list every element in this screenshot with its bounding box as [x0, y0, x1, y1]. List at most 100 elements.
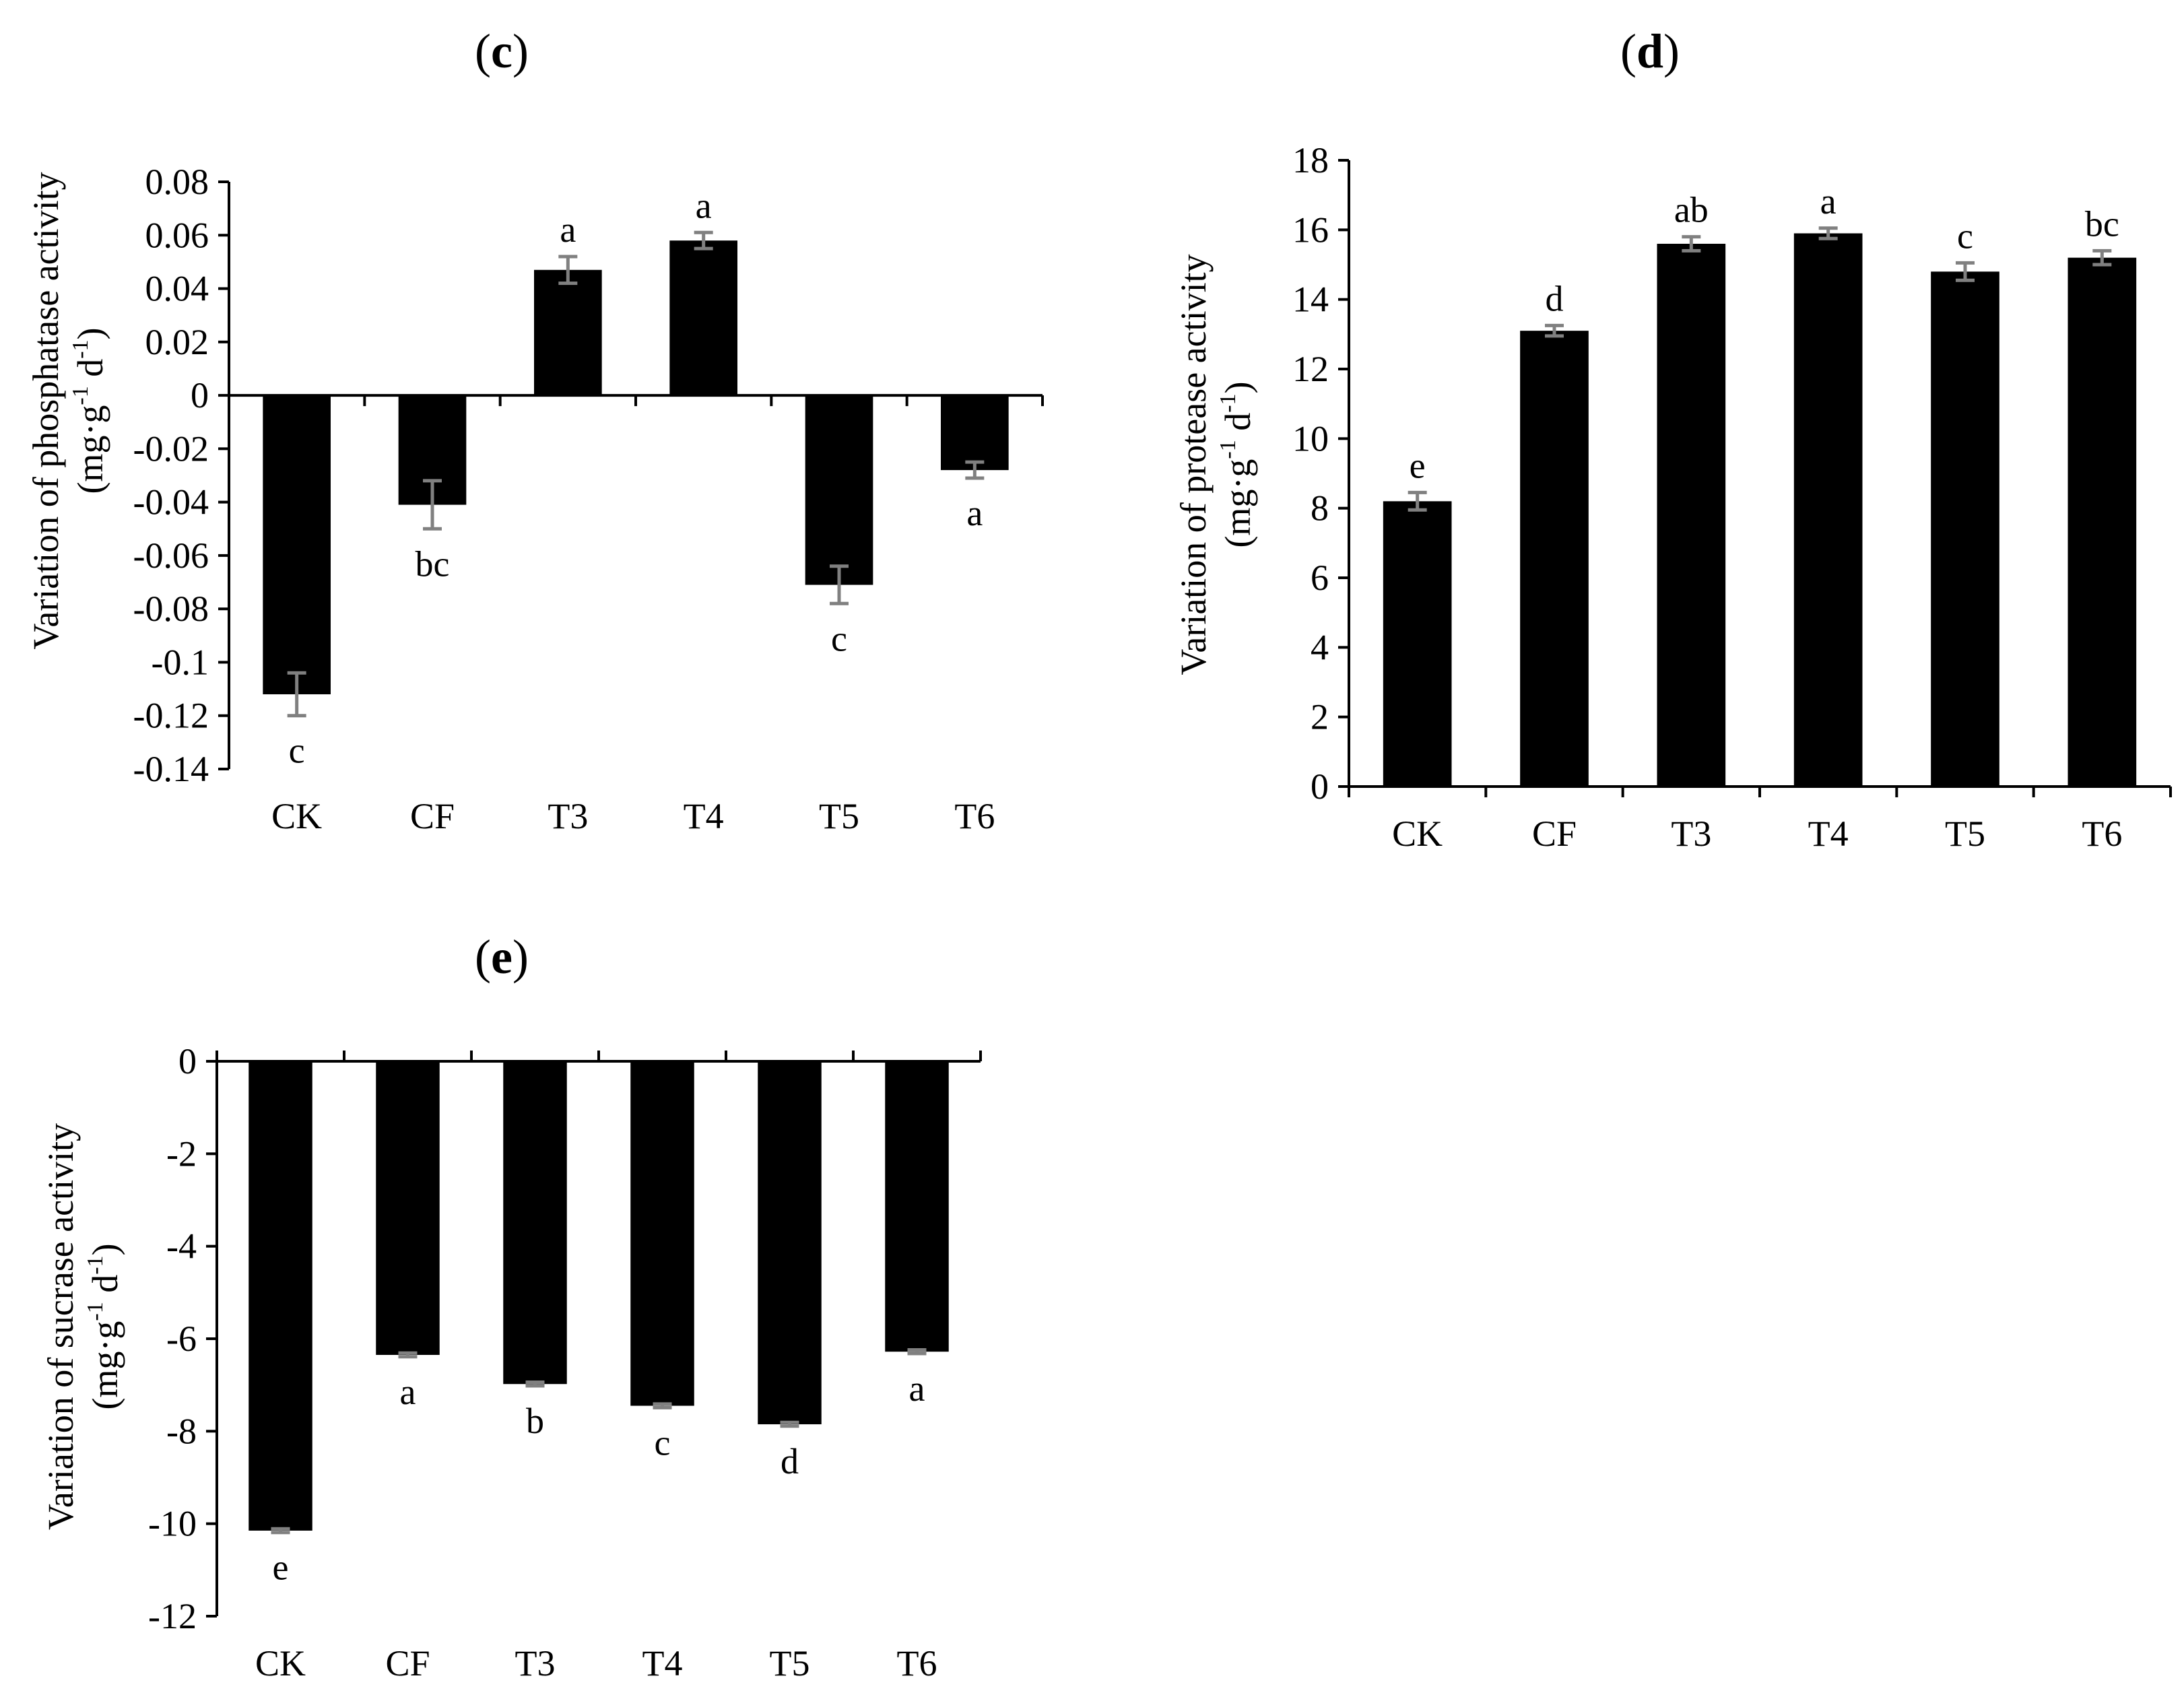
- protease-error-bar-cf: [1545, 323, 1564, 338]
- sucrase-error-bar-ck: [271, 1527, 290, 1535]
- sucrase-significance-t6: a: [909, 1368, 925, 1409]
- sucrase-error-bar-t5: [780, 1420, 799, 1428]
- phosphatase-bar-ck: [263, 395, 331, 695]
- sucrase-category-label-ck: CK: [255, 1643, 306, 1684]
- protease-bar-t3: [1657, 244, 1726, 787]
- sucrase-significance-cf: a: [400, 1372, 416, 1412]
- phosphatase-y-tick-label: -0.1: [152, 642, 209, 682]
- protease-y-tick-label: 16: [1292, 209, 1329, 250]
- sucrase-error-bar-t3: [525, 1380, 545, 1388]
- phosphatase-chart: 0.08 0.06 0.04 0.02 0 -0.02 -0.04 -0.06 -0.08 -0.…: [26, 162, 1044, 836]
- protease-category-label-t4: T4: [1808, 813, 1849, 854]
- phosphatase-significance-cf: bc: [416, 543, 450, 584]
- protease-bar-cf: [1520, 331, 1589, 787]
- phosphatase-y-tick-label: 0.08: [145, 162, 209, 202]
- sucrase-bar-t5: [758, 1061, 822, 1425]
- sucrase-y-tick-label: -12: [148, 1596, 197, 1636]
- protease-significance-t4: a: [1820, 181, 1836, 222]
- sucrase-category-label-t3: T3: [515, 1643, 556, 1684]
- sucrase-significance-t3: b: [526, 1401, 544, 1441]
- phosphatase-bar-t3: [534, 269, 602, 396]
- protease-bar-t5: [1931, 271, 1999, 787]
- phosphatase-bar-t6: [941, 395, 1009, 471]
- sucrase-category-label-t6: T6: [897, 1643, 937, 1684]
- protease-error-bar-t6: [2092, 248, 2112, 267]
- sucrase-significance-t4: c: [655, 1422, 671, 1463]
- protease-y-tick-label: 14: [1292, 279, 1329, 320]
- protease-significance-t3: ab: [1674, 190, 1709, 230]
- sucrase-error-bar-t4: [653, 1402, 672, 1409]
- sucrase-y-axis-unit: (mg·g-1 d-1): [83, 1243, 125, 1409]
- phosphatase-error-bar-t3: [558, 255, 578, 286]
- protease-category-label-ck: CK: [1392, 813, 1443, 854]
- phosphatase-plot-area: 0.08 0.06 0.04 0.02 0 -0.02 -0.04 -0.06 -0.08 -0.…: [133, 162, 1044, 836]
- protease-plot-area: 18 16 14 12 10 8 6 4 2 0 e CK d CF ab T3 a T4 c T5 bc T6: [1292, 140, 2172, 854]
- sucrase-y-tick-label: -2: [166, 1133, 197, 1174]
- sucrase-category-label-cf: CF: [385, 1643, 430, 1684]
- sucrase-y-tick-label: 0: [178, 1041, 197, 1081]
- phosphatase-y-tick-label: 0.04: [145, 269, 209, 309]
- phosphatase-y-tick-label: -0.06: [133, 535, 209, 576]
- sucrase-significance-t5: d: [781, 1441, 799, 1481]
- sucrase-y-axis-label: Variation of sucrase activity: [40, 1123, 81, 1530]
- phosphatase-y-tick-label: 0: [191, 375, 209, 415]
- phosphatase-category-label-ck: CK: [271, 796, 322, 836]
- protease-significance-ck: e: [1410, 445, 1426, 486]
- phosphatase-error-bar-t5: [830, 564, 849, 605]
- phosphatase-y-tick-label: -0.02: [133, 428, 209, 469]
- sucrase-category-label-t5: T5: [770, 1643, 810, 1684]
- protease-category-label-t6: T6: [2082, 813, 2122, 854]
- phosphatase-y-axis-label: Variation of phosphatase activity: [26, 172, 66, 649]
- sucrase-bar-t6: [885, 1061, 949, 1352]
- protease-y-tick-label: 10: [1292, 418, 1329, 459]
- protease-bar-t6: [2067, 257, 2137, 787]
- phosphatase-error-bar-t4: [694, 230, 713, 251]
- protease-y-tick-label: 0: [1311, 766, 1329, 807]
- protease-error-bar-t4: [1818, 226, 1838, 240]
- protease-y-axis-unit: (mg·g-1 d-1): [1216, 381, 1258, 547]
- protease-error-bar-ck: [1408, 490, 1427, 512]
- phosphatase-category-label-t3: T3: [548, 796, 588, 836]
- protease-category-label-cf: CF: [1532, 813, 1577, 854]
- protease-y-axis-label: Variation of protease activity: [1173, 254, 1214, 675]
- phosphatase-error-bar-t6: [965, 460, 985, 480]
- sucrase-significance-ck: e: [273, 1547, 289, 1588]
- phosphatase-category-label-t5: T5: [819, 796, 859, 836]
- panel-title-e: (e): [475, 930, 529, 984]
- phosphatase-y-tick-label: -0.08: [133, 589, 209, 629]
- protease-error-bar-t3: [1682, 235, 1701, 253]
- panel-title-d: (d): [1620, 24, 1680, 78]
- phosphatase-category-label-cf: CF: [410, 796, 455, 836]
- protease-y-tick-label: 18: [1292, 140, 1329, 180]
- protease-y-tick-label: 8: [1311, 488, 1329, 529]
- phosphatase-y-tick-label: -0.12: [133, 696, 209, 736]
- protease-y-tick-label: 6: [1311, 558, 1329, 598]
- phosphatase-y-tick-label: -0.04: [133, 482, 209, 523]
- protease-category-label-t5: T5: [1945, 813, 1985, 854]
- phosphatase-y-tick-label: 0.02: [145, 322, 209, 362]
- sucrase-y-tick-label: -8: [166, 1411, 197, 1451]
- sucrase-bar-t3: [503, 1061, 567, 1385]
- sucrase-chart: 0 -2 -4 -6 -8 -10 -12 e CK a CF b T3 c T4 d T5 a T6 Variat…: [40, 1041, 982, 1684]
- sucrase-y-tick-label: -10: [148, 1504, 197, 1544]
- protease-significance-t6: bc: [2085, 203, 2119, 244]
- phosphatase-y-tick-label: -0.14: [133, 749, 209, 789]
- sucrase-category-label-t4: T4: [642, 1643, 683, 1684]
- sucrase-y-tick-label: -4: [166, 1226, 197, 1267]
- protease-bar-t4: [1793, 233, 1863, 787]
- protease-chart: 18 16 14 12 10 8 6 4 2 0 e CK d CF ab T3 a T4 c T5 bc T6 Vari…: [1173, 140, 2172, 854]
- sucrase-bar-ck: [249, 1061, 312, 1531]
- phosphatase-category-label-t4: T4: [684, 796, 724, 836]
- sucrase-error-bar-t6: [907, 1347, 927, 1356]
- sucrase-bar-t4: [630, 1061, 694, 1406]
- sucrase-y-tick-label: -6: [166, 1319, 197, 1359]
- protease-y-tick-label: 4: [1311, 627, 1329, 667]
- sucrase-bar-cf: [376, 1061, 440, 1356]
- panel-title-c: (c): [475, 24, 529, 78]
- phosphatase-bar-t4: [669, 240, 737, 396]
- protease-y-tick-label: 12: [1292, 349, 1329, 389]
- phosphatase-significance-t6: a: [966, 493, 983, 533]
- protease-error-bar-t5: [1956, 261, 1975, 282]
- protease-category-label-t3: T3: [1671, 813, 1711, 854]
